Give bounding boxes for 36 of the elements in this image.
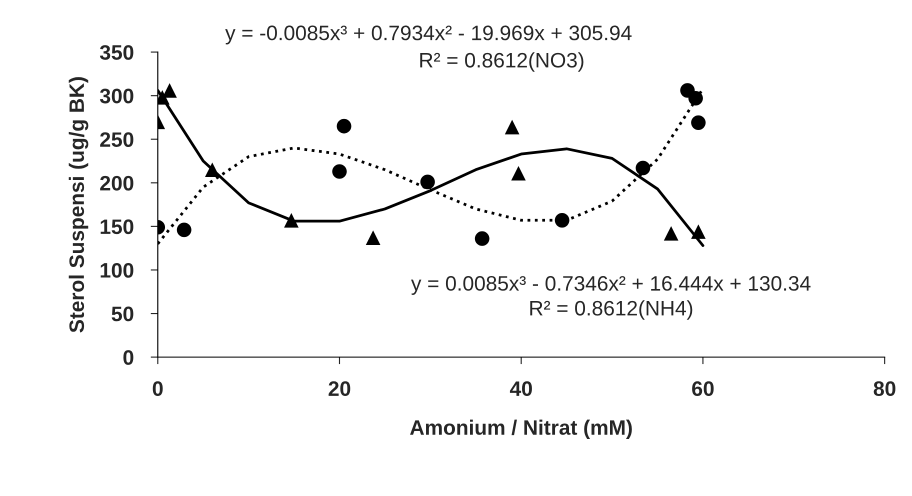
y-tick-label: 200: [100, 176, 134, 191]
y-tick-label: 0: [123, 350, 134, 365]
point: [504, 120, 520, 134]
annotation: R² = 0.8612(NO3): [420, 52, 584, 72]
point: [691, 224, 706, 239]
point: [205, 162, 220, 178]
annotation: R² = 0.8612(NH4): [530, 300, 692, 320]
point: [474, 231, 490, 246]
y-tick-label: 250: [100, 132, 134, 147]
point: [691, 115, 706, 130]
x-tick-label: 60: [692, 381, 714, 396]
y-tick-label: 100: [100, 262, 134, 278]
x-tick-label: 40: [510, 381, 532, 396]
y-axis-title: Sterol Suspensi (ug/g BK): [68, 77, 88, 332]
point: [176, 222, 192, 238]
point: [664, 226, 678, 241]
point: [688, 90, 703, 106]
text: y = -0.0085x³ + 0.7934x² - 19.969x + 305.94: [225, 26, 632, 44]
x-tick-label: 80: [874, 381, 896, 396]
point: [636, 160, 650, 176]
x-tick-label: 20: [328, 381, 350, 396]
point: [511, 166, 526, 181]
point: [162, 83, 177, 98]
x-axis-title: Amonium / Nitrat (mM): [410, 420, 632, 440]
annotation: y = 0.0085x³ - 0.7346x² + 16.444x + 130.34: [411, 276, 811, 295]
point: [332, 164, 347, 179]
point: [336, 118, 352, 134]
x-tick-label: 0: [152, 381, 163, 396]
y-tick-label: 50: [112, 306, 134, 322]
point: [366, 230, 380, 245]
y-tick-label: 350: [100, 45, 134, 60]
y-tick-label: 300: [100, 88, 134, 104]
point: [420, 174, 435, 190]
point: [554, 213, 570, 228]
y-tick-label: 150: [100, 219, 134, 234]
point: [284, 213, 299, 228]
